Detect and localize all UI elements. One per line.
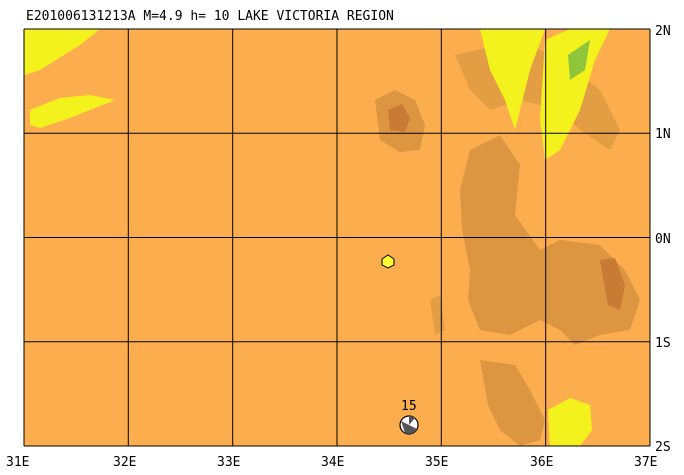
marker-label: 15 xyxy=(401,399,417,414)
lat-label: 1S xyxy=(655,336,671,351)
map-title: E201006131213A M=4.9 h= 10 LAKE VICTORIA… xyxy=(26,9,394,24)
lon-label: 37E xyxy=(634,455,657,470)
lat-label: 2S xyxy=(655,440,671,455)
lat-label: 1N xyxy=(655,127,671,142)
lat-label: 2N xyxy=(655,24,671,39)
lon-label: 32E xyxy=(113,455,136,470)
lon-label: 33E xyxy=(217,455,240,470)
lon-labels: 31E 32E 33E 34E 35E 36E 37E xyxy=(6,455,657,470)
lon-label: 35E xyxy=(425,455,448,470)
lat-labels: 2N 1N 0N 1S 2S xyxy=(655,24,671,455)
lat-label: 0N xyxy=(655,232,671,247)
focal-mechanism: 15 xyxy=(399,399,419,435)
grid xyxy=(23,28,651,447)
lon-label: 34E xyxy=(321,455,344,470)
lon-label: 31E xyxy=(6,455,29,470)
lon-label: 36E xyxy=(530,455,553,470)
epicenter xyxy=(381,254,395,269)
